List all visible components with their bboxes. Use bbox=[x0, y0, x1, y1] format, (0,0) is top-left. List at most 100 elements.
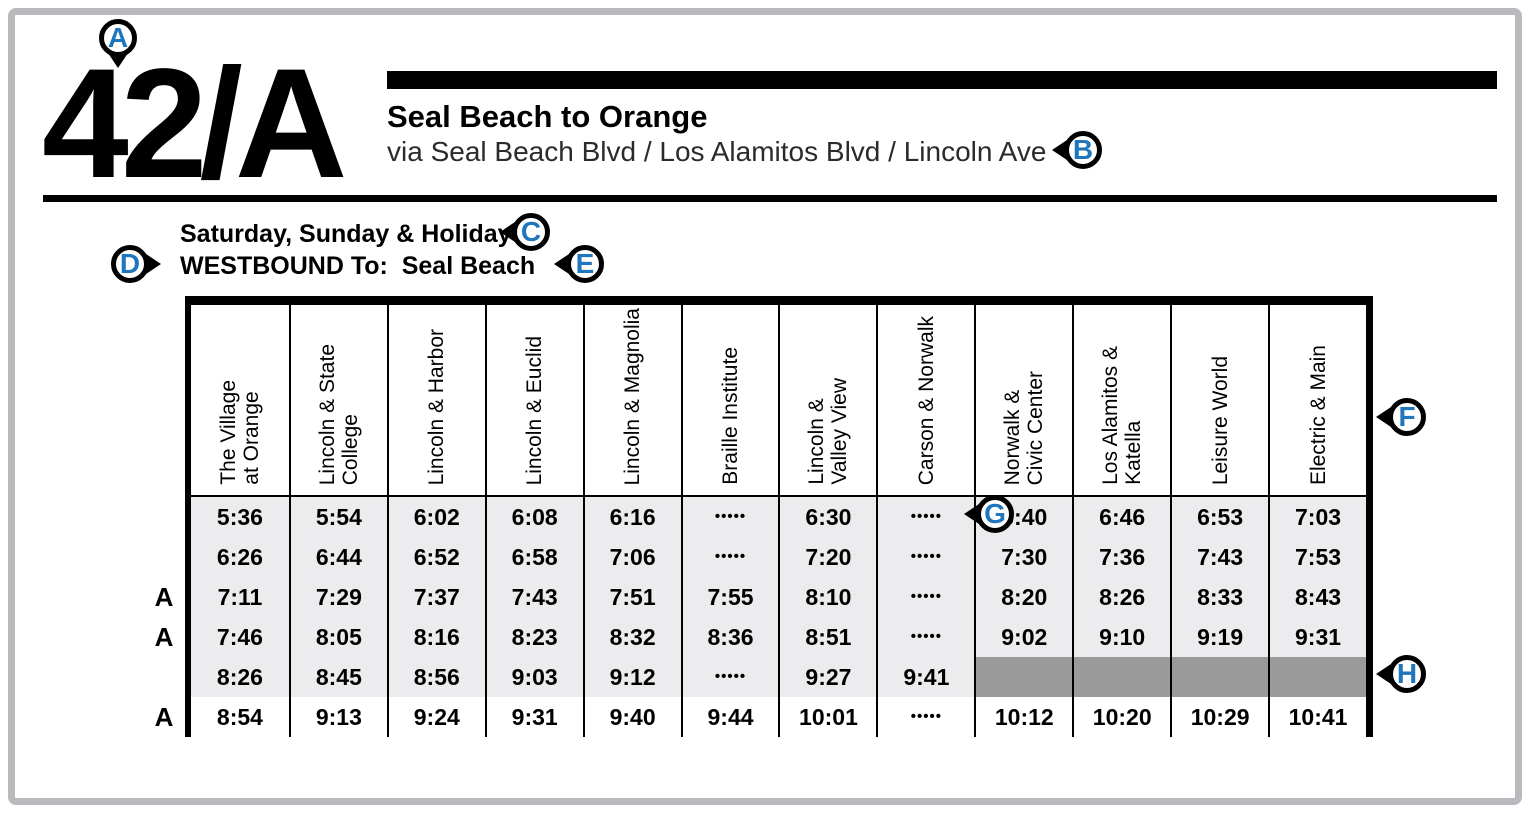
stop-header-11: Leisure World bbox=[1170, 305, 1268, 495]
row-flag bbox=[148, 537, 180, 577]
time-cell: ••••• bbox=[876, 577, 975, 617]
service-days-label: Saturday, Sunday & Holiday bbox=[180, 220, 512, 248]
time-cell: 7:51 bbox=[582, 577, 681, 617]
timetable: The Village at Orange Lincoln & State Col… bbox=[185, 296, 1373, 737]
time-cell: 7:11 bbox=[191, 577, 289, 617]
time-cell: 7:46 bbox=[191, 617, 289, 657]
callout-f-marker: F bbox=[1388, 398, 1426, 436]
time-cell: 7:30 bbox=[974, 537, 1073, 577]
time-cell bbox=[1072, 657, 1171, 697]
trip-row-1: 5:36 5:54 6:02 6:08 6:16 ••••• 6:30 ••••• 6:40 6:… bbox=[191, 497, 1366, 537]
time-cell: 9:41 bbox=[876, 657, 975, 697]
row-flag bbox=[148, 657, 180, 697]
time-cell: 7:43 bbox=[1170, 537, 1269, 577]
time-cell: 6:52 bbox=[386, 537, 485, 577]
time-cell: 8:05 bbox=[288, 617, 387, 657]
time-cell: 7:29 bbox=[288, 577, 387, 617]
time-cell bbox=[1170, 657, 1269, 697]
stop-header-10: Los Alamitos & Katella bbox=[1072, 305, 1170, 495]
title-bar bbox=[387, 71, 1497, 89]
callout-a-marker: A bbox=[99, 19, 137, 57]
time-cell: 7:36 bbox=[1072, 537, 1171, 577]
time-cell: 9:24 bbox=[386, 697, 485, 737]
time-cell: 8:33 bbox=[1170, 577, 1269, 617]
time-cell: 6:30 bbox=[778, 497, 877, 537]
time-cell: 8:32 bbox=[582, 617, 681, 657]
time-cell: 7:37 bbox=[386, 577, 485, 617]
time-cell: 6:53 bbox=[1170, 497, 1269, 537]
time-cell: 6:16 bbox=[582, 497, 681, 537]
time-cell: 7:03 bbox=[1268, 497, 1366, 537]
time-cell: 10:29 bbox=[1170, 697, 1269, 737]
stop-header-7: Lincoln & Valley View bbox=[778, 305, 876, 495]
time-cell: 9:13 bbox=[288, 697, 387, 737]
time-cell: 8:56 bbox=[386, 657, 485, 697]
time-cell: 7:53 bbox=[1268, 537, 1366, 577]
stop-header-8: Carson & Norwalk bbox=[876, 305, 974, 495]
time-cell: ••••• bbox=[876, 697, 975, 737]
time-cell: 8:36 bbox=[680, 617, 779, 657]
callout-e-marker: E bbox=[566, 245, 604, 283]
time-cell: ••••• bbox=[680, 657, 779, 697]
stop-header-2: Lincoln & State College bbox=[288, 305, 387, 495]
time-cell: 8:20 bbox=[974, 577, 1073, 617]
time-cell: 9:19 bbox=[1170, 617, 1269, 657]
row-flag: A bbox=[154, 622, 174, 652]
header-divider bbox=[43, 195, 1497, 202]
stops-header-row: The Village at Orange Lincoln & State Col… bbox=[191, 305, 1366, 497]
time-cell: 8:43 bbox=[1268, 577, 1366, 617]
callout-c-marker: C bbox=[512, 213, 550, 251]
time-cell: 8:16 bbox=[386, 617, 485, 657]
time-cell: 9:03 bbox=[484, 657, 583, 697]
time-cell bbox=[974, 657, 1073, 697]
time-cell: 9:44 bbox=[680, 697, 779, 737]
route-title: Seal Beach to Orange bbox=[387, 99, 708, 134]
time-cell: 8:26 bbox=[1072, 577, 1171, 617]
time-cell: 9:27 bbox=[778, 657, 877, 697]
stop-header-1: The Village at Orange bbox=[216, 380, 263, 485]
time-cell: 6:02 bbox=[386, 497, 485, 537]
trip-row-6: 8:54 9:13 9:24 9:31 9:40 9:44 10:01 ••••• 10:12 1… bbox=[191, 697, 1366, 737]
time-cell: 6:58 bbox=[484, 537, 583, 577]
time-cell: 8:23 bbox=[484, 617, 583, 657]
route-subtitle: via Seal Beach Blvd / Los Alamitos Blvd … bbox=[387, 136, 1047, 167]
time-cell: 10:41 bbox=[1268, 697, 1366, 737]
time-cell: 10:20 bbox=[1072, 697, 1171, 737]
trip-row-4: 7:46 8:05 8:16 8:23 8:32 8:36 8:51 ••••• 9:02 9:1… bbox=[191, 617, 1366, 657]
time-cell: ••••• bbox=[680, 537, 779, 577]
time-cell: 7:06 bbox=[582, 537, 681, 577]
stop-header-6: Braille Institute bbox=[680, 305, 779, 495]
callout-d-marker: D bbox=[111, 245, 149, 283]
time-cell: 8:54 bbox=[191, 697, 289, 737]
route-number: 42/A bbox=[42, 37, 348, 211]
time-cell: 6:44 bbox=[288, 537, 387, 577]
time-cell: 7:43 bbox=[484, 577, 583, 617]
time-cell: 10:12 bbox=[974, 697, 1073, 737]
time-cell: ••••• bbox=[876, 537, 975, 577]
time-cell: 8:26 bbox=[191, 657, 289, 697]
callout-b-marker: B bbox=[1064, 131, 1102, 169]
time-cell: ••••• bbox=[876, 497, 975, 537]
callout-g-marker: G bbox=[976, 495, 1014, 533]
trip-row-5: 8:26 8:45 8:56 9:03 9:12 ••••• 9:27 9:41 bbox=[191, 657, 1366, 697]
time-cell: 9:40 bbox=[582, 697, 681, 737]
time-cell: 8:51 bbox=[778, 617, 877, 657]
time-cell: ••••• bbox=[680, 497, 779, 537]
row-flag bbox=[148, 497, 180, 537]
time-cell: 7:20 bbox=[778, 537, 877, 577]
time-cell: 6:46 bbox=[1072, 497, 1171, 537]
time-cell: 9:31 bbox=[1268, 617, 1366, 657]
time-cell: 10:01 bbox=[778, 697, 877, 737]
stop-header-3: Lincoln & Harbor bbox=[386, 305, 485, 495]
time-cell: 8:10 bbox=[778, 577, 877, 617]
direction-label: WESTBOUND To: Seal Beach bbox=[180, 252, 536, 280]
time-cell: 9:12 bbox=[582, 657, 681, 697]
stop-header-4: Lincoln & Euclid bbox=[484, 305, 583, 495]
time-cell: 6:26 bbox=[191, 537, 289, 577]
row-flag: A bbox=[154, 582, 174, 612]
trip-row-2: 6:26 6:44 6:52 6:58 7:06 ••••• 7:20 ••••• 7:30 7:… bbox=[191, 537, 1366, 577]
time-cell: 6:08 bbox=[484, 497, 583, 537]
time-cell: 9:31 bbox=[484, 697, 583, 737]
